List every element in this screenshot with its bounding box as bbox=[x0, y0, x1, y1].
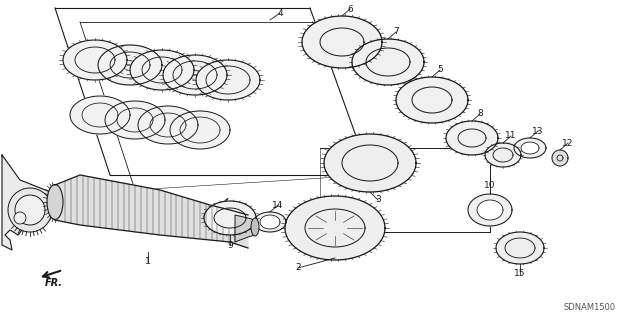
Polygon shape bbox=[70, 96, 130, 134]
Polygon shape bbox=[82, 103, 118, 127]
Polygon shape bbox=[142, 57, 182, 83]
Ellipse shape bbox=[47, 184, 63, 219]
Text: 11: 11 bbox=[505, 131, 516, 140]
Polygon shape bbox=[110, 52, 150, 78]
Polygon shape bbox=[214, 208, 246, 228]
Polygon shape bbox=[320, 28, 364, 56]
Polygon shape bbox=[396, 77, 468, 123]
Polygon shape bbox=[170, 111, 230, 149]
Text: FR.: FR. bbox=[45, 278, 63, 288]
Polygon shape bbox=[206, 66, 250, 94]
Polygon shape bbox=[324, 134, 416, 192]
Polygon shape bbox=[342, 145, 398, 181]
Polygon shape bbox=[366, 48, 410, 76]
Polygon shape bbox=[75, 47, 115, 73]
Text: 12: 12 bbox=[563, 138, 573, 147]
Text: 14: 14 bbox=[272, 201, 284, 210]
Ellipse shape bbox=[14, 212, 26, 224]
Text: SDNAM1500: SDNAM1500 bbox=[564, 303, 616, 313]
Polygon shape bbox=[55, 175, 248, 248]
Polygon shape bbox=[163, 55, 227, 95]
Polygon shape bbox=[485, 143, 521, 167]
Polygon shape bbox=[285, 196, 385, 260]
Polygon shape bbox=[105, 101, 165, 139]
Text: 2: 2 bbox=[295, 263, 301, 272]
Polygon shape bbox=[305, 209, 365, 247]
Polygon shape bbox=[117, 108, 153, 132]
Polygon shape bbox=[98, 45, 162, 85]
Polygon shape bbox=[180, 117, 220, 143]
Polygon shape bbox=[63, 40, 127, 80]
Ellipse shape bbox=[15, 195, 45, 225]
Text: 4: 4 bbox=[277, 9, 283, 18]
Polygon shape bbox=[2, 155, 58, 250]
Text: 5: 5 bbox=[437, 65, 443, 75]
Polygon shape bbox=[235, 215, 255, 242]
Polygon shape bbox=[493, 148, 513, 162]
Polygon shape bbox=[173, 61, 217, 89]
Text: 13: 13 bbox=[532, 127, 544, 136]
Polygon shape bbox=[514, 138, 546, 158]
Polygon shape bbox=[505, 238, 535, 258]
Polygon shape bbox=[138, 106, 198, 144]
Polygon shape bbox=[352, 39, 424, 85]
Polygon shape bbox=[552, 150, 568, 166]
Ellipse shape bbox=[251, 218, 259, 236]
Polygon shape bbox=[254, 212, 286, 232]
Text: 8: 8 bbox=[477, 109, 483, 118]
Polygon shape bbox=[412, 87, 452, 113]
Text: 1: 1 bbox=[145, 257, 151, 266]
Polygon shape bbox=[302, 16, 382, 68]
Polygon shape bbox=[150, 113, 186, 137]
Text: 3: 3 bbox=[375, 196, 381, 204]
Ellipse shape bbox=[8, 188, 52, 232]
Polygon shape bbox=[468, 194, 512, 226]
Polygon shape bbox=[204, 201, 256, 235]
Polygon shape bbox=[458, 129, 486, 147]
Polygon shape bbox=[196, 60, 260, 100]
Text: 15: 15 bbox=[515, 270, 525, 278]
Polygon shape bbox=[496, 232, 544, 264]
Text: 9: 9 bbox=[227, 241, 233, 249]
Polygon shape bbox=[130, 50, 194, 90]
Text: 7: 7 bbox=[393, 27, 399, 36]
Polygon shape bbox=[260, 215, 280, 229]
Text: 6: 6 bbox=[347, 4, 353, 13]
Polygon shape bbox=[477, 200, 503, 220]
Polygon shape bbox=[446, 121, 498, 155]
Polygon shape bbox=[521, 142, 539, 154]
Text: 10: 10 bbox=[484, 181, 496, 189]
